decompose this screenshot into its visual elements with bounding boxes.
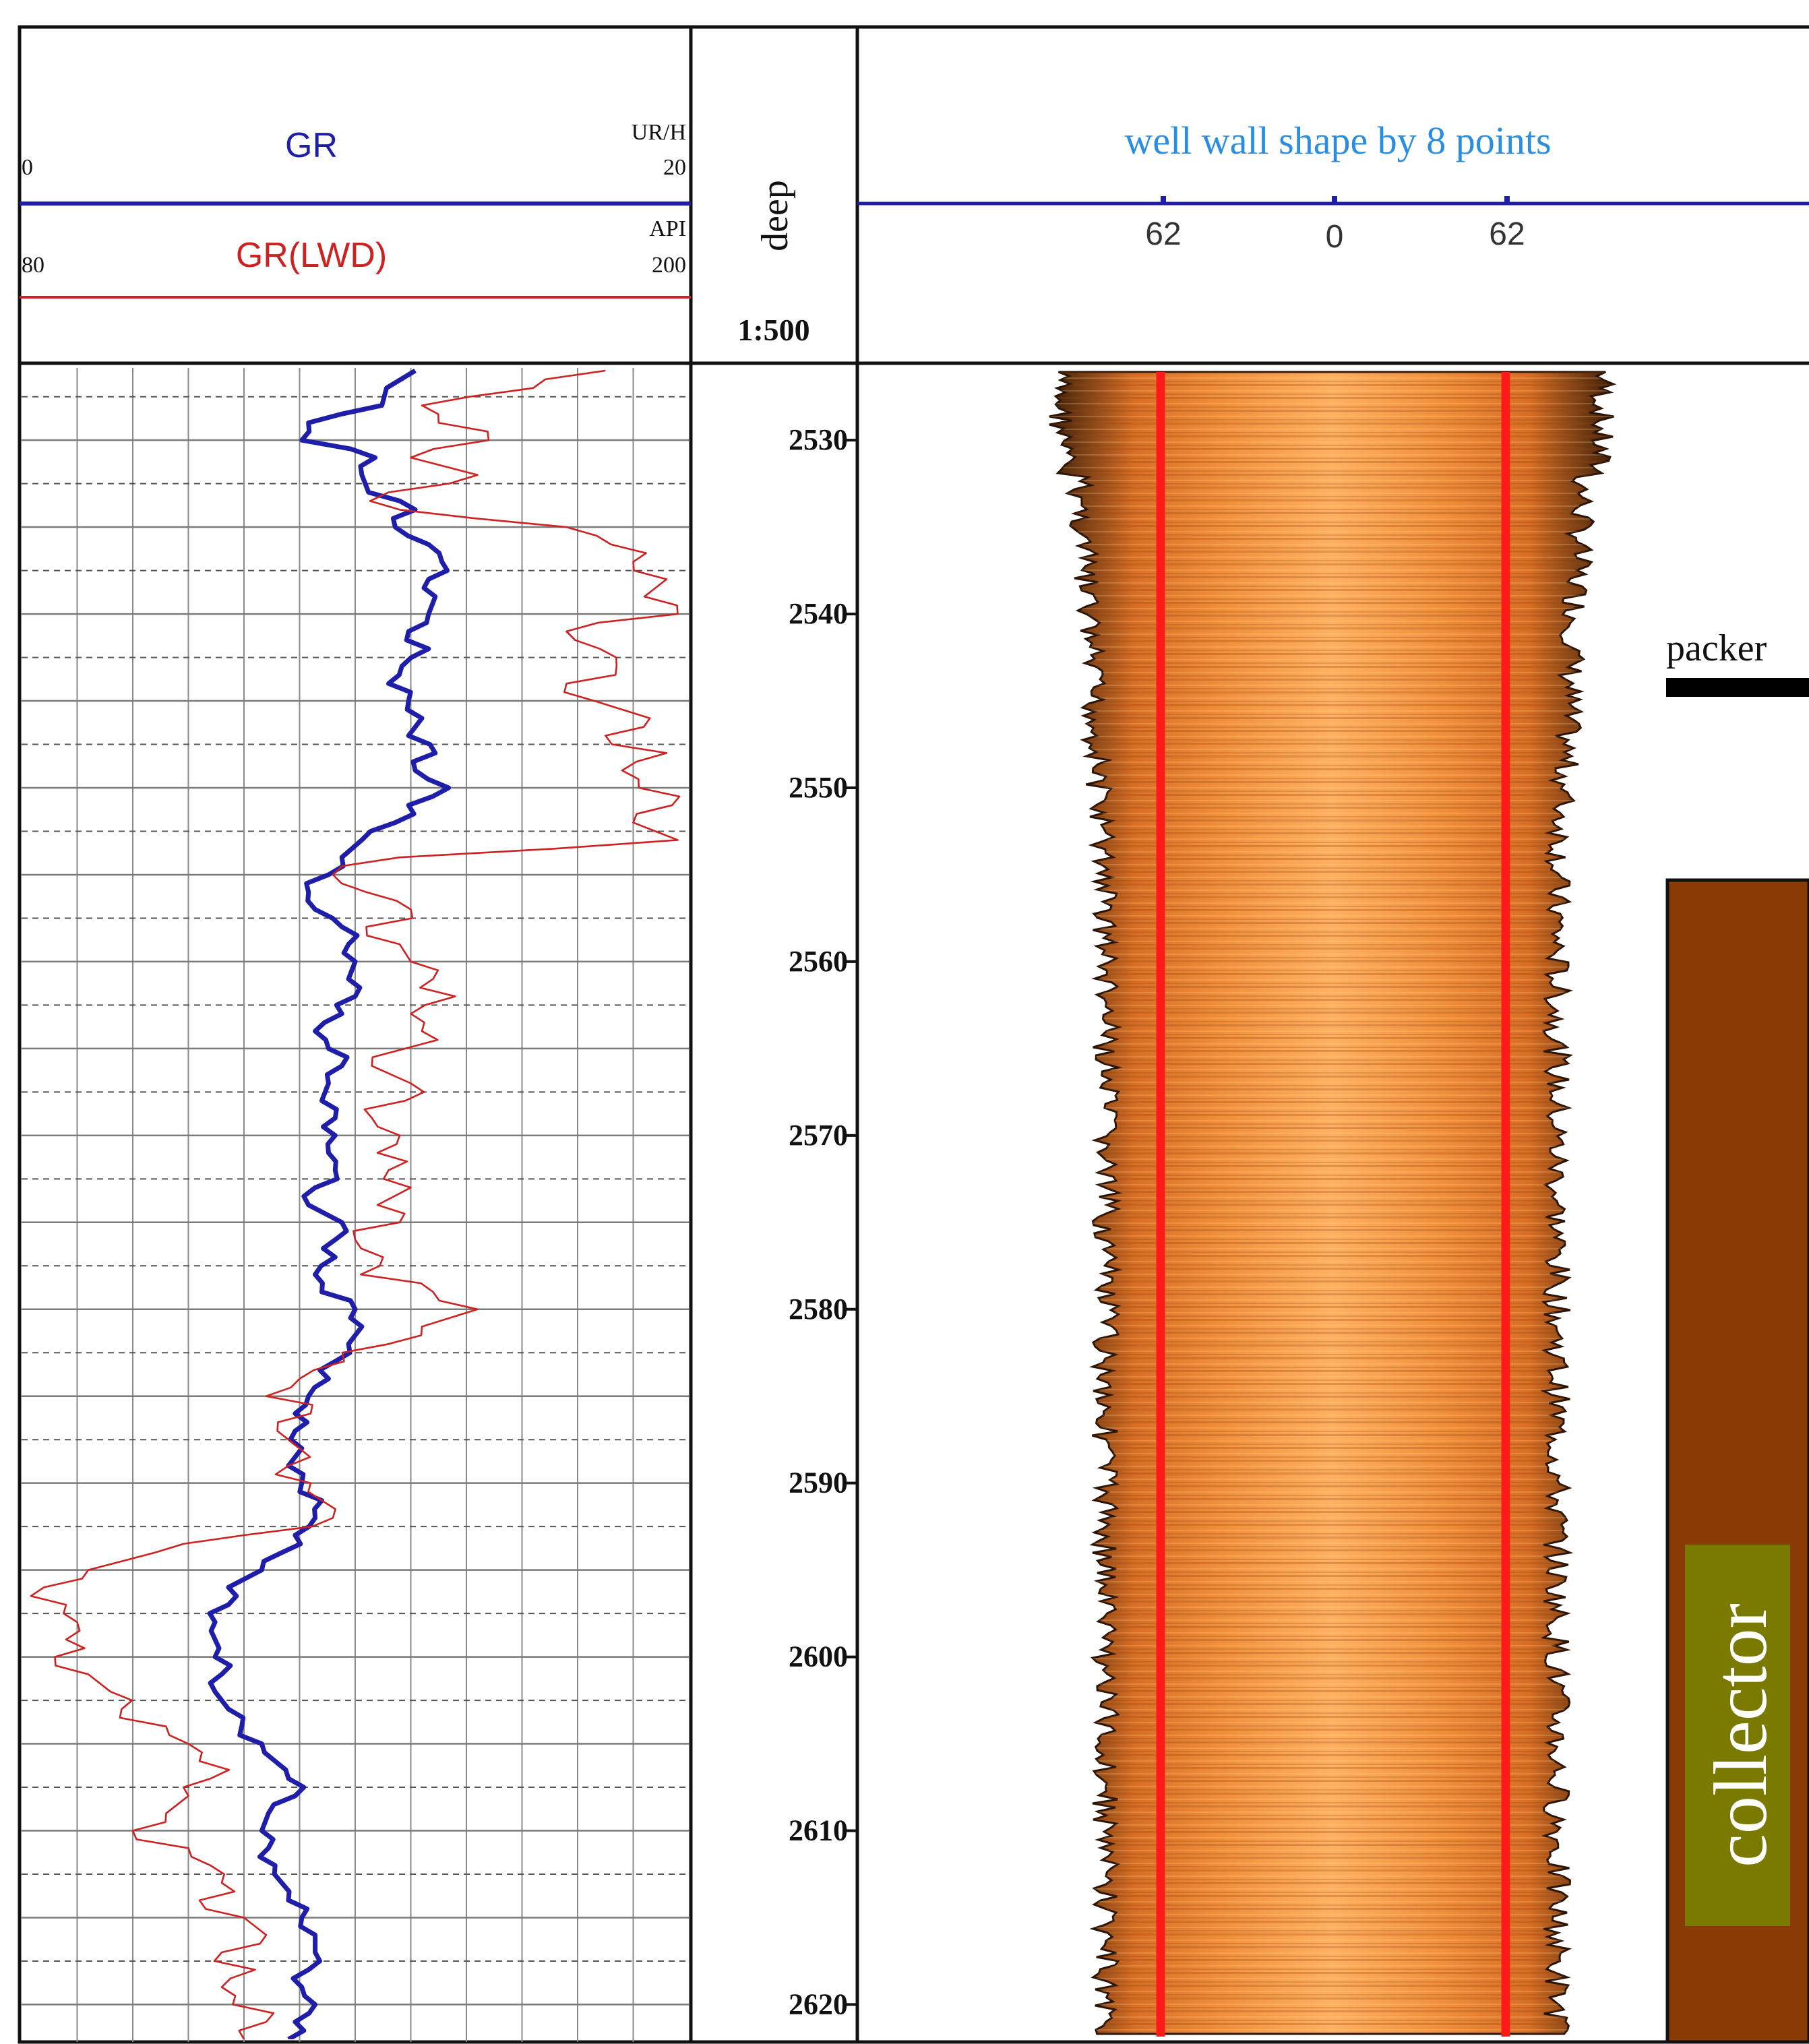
outer-border: [18, 25, 1809, 2044]
gr-header: GR 0 UR/H 20 GR(LWD) 80 API 200: [20, 120, 691, 299]
gr-lwd-unit: API: [649, 216, 686, 241]
gr-scale-right: 20: [663, 155, 686, 180]
depth-tick-label: 2550: [789, 771, 848, 804]
depth-tick-label: 2530: [789, 423, 848, 456]
depth-tick-label: 2610: [789, 1814, 848, 1847]
borehole-texture: [1049, 372, 1614, 2034]
packer-marker: [1666, 678, 1809, 697]
depth-header: deep 1:500: [737, 180, 809, 347]
gr-grid: [22, 368, 689, 2042]
depth-tick-label: 2560: [789, 945, 848, 978]
gr-scale-left: 0: [22, 155, 33, 180]
gr-lwd-scale-right: 200: [652, 253, 686, 278]
depth-tick-label: 2590: [789, 1466, 848, 1499]
gr-lwd-curve: [30, 369, 681, 2039]
caliper-scale-center: 0: [1326, 219, 1344, 255]
caliper-header: well wall shape by 8 points 62 0 62: [857, 119, 1809, 255]
gr-label: GR: [285, 126, 338, 165]
caliper-tick-center: [1332, 196, 1337, 204]
depth-tick-label: 2540: [789, 597, 848, 630]
caliper-title: well wall shape by 8 points: [1124, 119, 1551, 162]
annotations: packer collector: [1665, 627, 1809, 2044]
collector-label: collector: [1699, 1603, 1783, 1867]
borehole-image: [1049, 371, 1617, 2037]
caliper-tick-right: [1504, 196, 1510, 204]
caliper-scale-left: 62: [1145, 216, 1181, 252]
depth-tick-label: 2600: [789, 1640, 848, 1673]
gr-lwd-scale-left: 80: [22, 253, 44, 278]
gr-lwd-label: GR(LWD): [236, 236, 387, 275]
gr-curves: [30, 369, 681, 2039]
depth-scale: 1:500: [737, 313, 809, 347]
gr-curve: [207, 369, 452, 2039]
depth-tick-label: 2620: [789, 1987, 848, 2020]
collector-label-bg: [1685, 1545, 1790, 1926]
gr-unit: UR/H: [632, 120, 686, 145]
depth-tick-label: 2570: [789, 1119, 848, 1152]
packer-label: packer: [1666, 627, 1767, 669]
caliper-scale-right: 62: [1489, 216, 1525, 252]
depth-label: deep: [754, 180, 796, 251]
caliper-tick-left: [1161, 196, 1166, 204]
depth-ticks: 2530 2540 2550 2560 2570 2580 2590 2600 2610 2620: [789, 423, 857, 2020]
depth-tick-label: 2580: [789, 1293, 848, 1326]
frame: [18, 25, 1809, 2044]
